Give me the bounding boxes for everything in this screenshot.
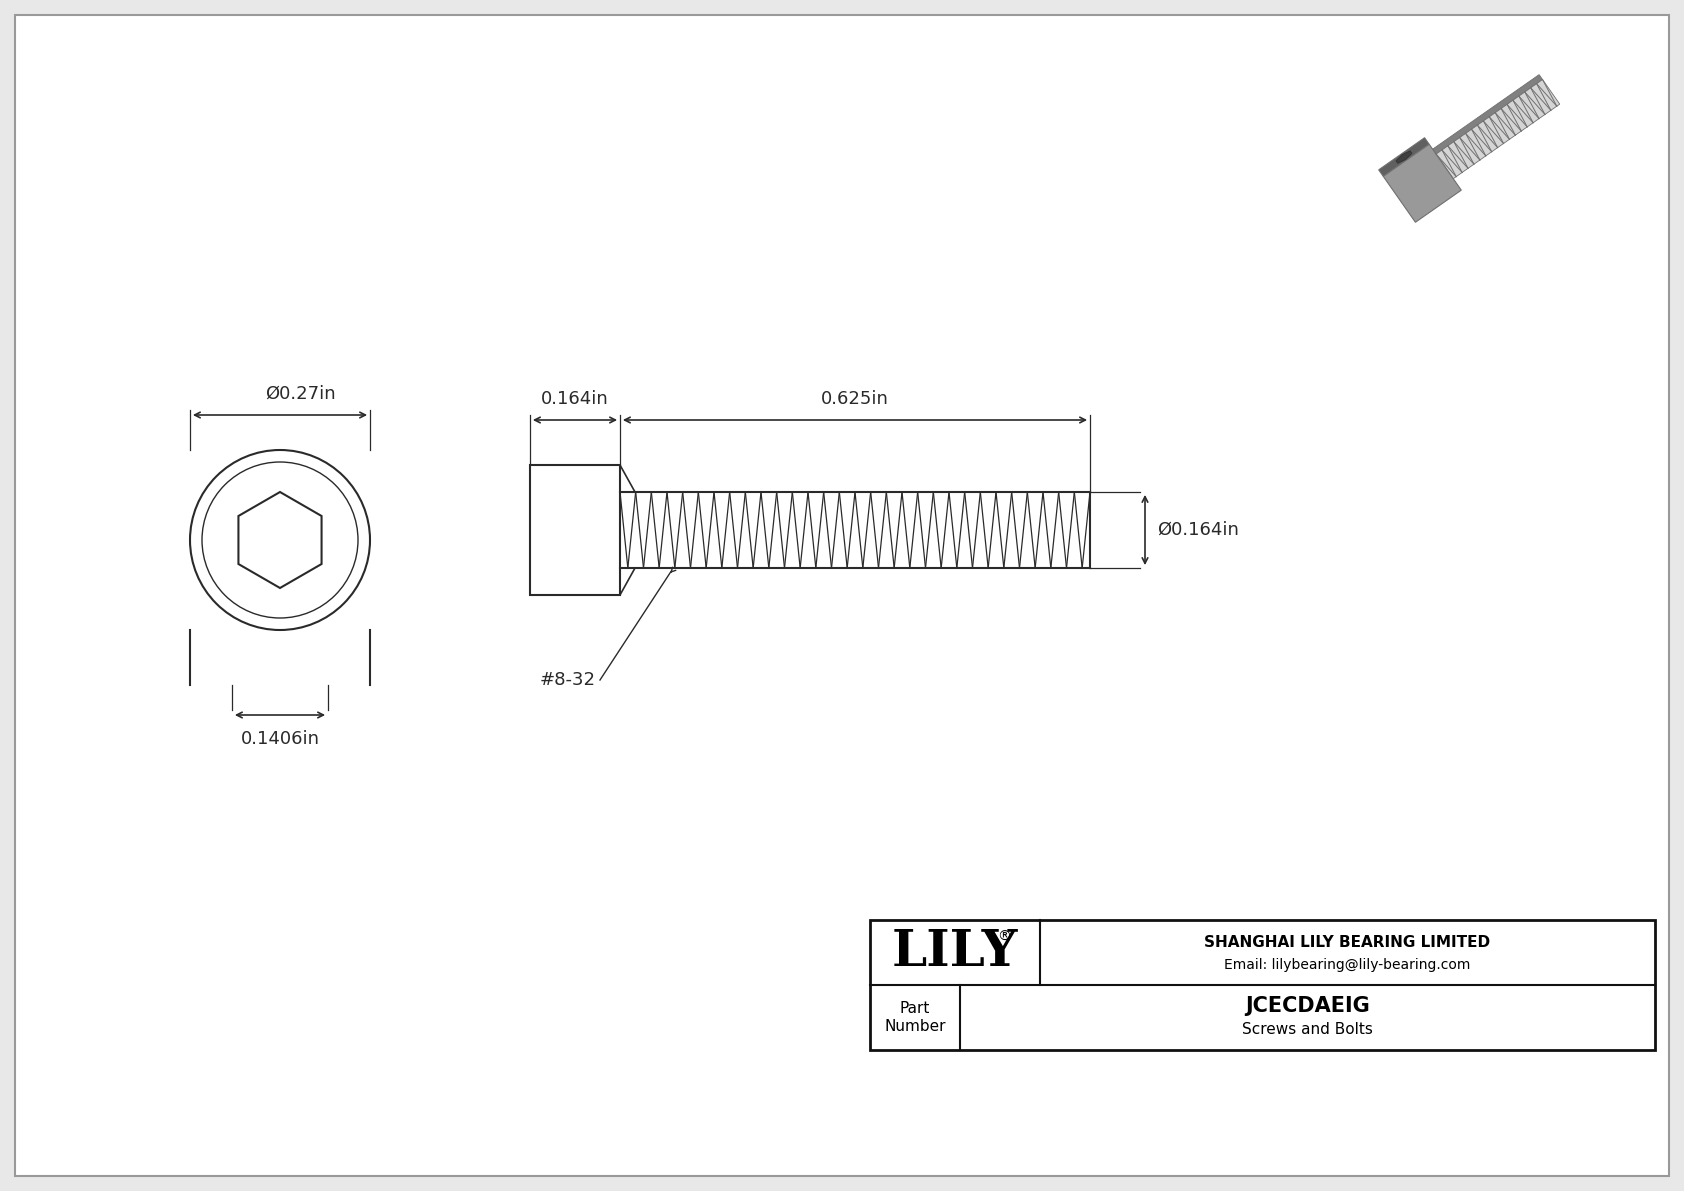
Text: LILY: LILY	[893, 928, 1019, 977]
Text: 0.164in: 0.164in	[541, 389, 610, 409]
Polygon shape	[1396, 151, 1411, 163]
Text: Email: lilybearing@lily-bearing.com: Email: lilybearing@lily-bearing.com	[1224, 958, 1470, 972]
Bar	[871, 919, 1655, 1050]
Text: Ø0.164in: Ø0.164in	[1157, 520, 1239, 540]
Text: 0.1406in: 0.1406in	[241, 730, 320, 748]
Text: Part
Number: Part Number	[884, 1002, 946, 1034]
Polygon shape	[1436, 80, 1559, 179]
Polygon shape	[1433, 75, 1543, 154]
Polygon shape	[1383, 144, 1462, 223]
Text: Screws and Bolts: Screws and Bolts	[1243, 1022, 1372, 1037]
Text: SHANGHAI LILY BEARING LIMITED: SHANGHAI LILY BEARING LIMITED	[1204, 935, 1490, 950]
Circle shape	[190, 450, 370, 630]
Text: ®: ®	[997, 929, 1010, 943]
Polygon shape	[1379, 138, 1430, 176]
Text: Ø0.27in: Ø0.27in	[264, 385, 335, 403]
Text: 0.625in: 0.625in	[822, 389, 889, 409]
Text: #8-32: #8-32	[541, 671, 596, 690]
Bar	[530, 464, 620, 596]
Polygon shape	[239, 492, 322, 588]
Text: JCECDAEIG: JCECDAEIG	[1244, 996, 1369, 1016]
Circle shape	[202, 462, 359, 618]
